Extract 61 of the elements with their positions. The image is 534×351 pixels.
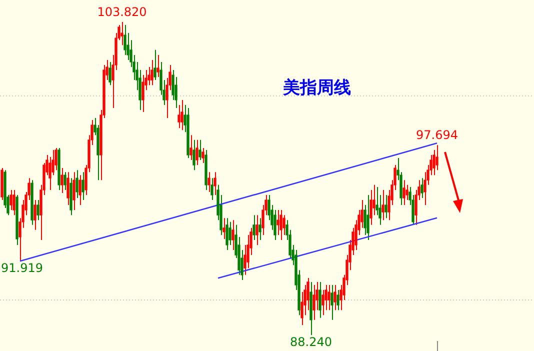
candlestick: [276, 210, 280, 236]
candlestick: [12, 189, 16, 216]
candlestick: [258, 218, 262, 240]
candlestick: [120, 22, 124, 46]
text: 美指周线: [283, 77, 351, 99]
candlestick: [330, 284, 334, 320]
candlestick: [64, 172, 66, 190]
candlestick: [370, 189, 372, 226]
candlestick: [366, 194, 370, 240]
annotation: 97.694: [416, 128, 458, 142]
candlestick: [372, 184, 376, 216]
candlestick: [318, 281, 322, 318]
candlestick: [232, 220, 234, 251]
candlestick: [334, 284, 336, 311]
annotation: 103.820: [97, 5, 147, 20]
candlestick: [384, 194, 388, 219]
candlestick: [192, 139, 196, 171]
candlestick: [402, 180, 406, 206]
candlestick: [190, 134, 192, 161]
candlestick: [210, 178, 214, 200]
candlestick: [306, 277, 310, 311]
candlestick: [208, 172, 210, 192]
candlestick: [148, 66, 150, 86]
candlestick: [36, 199, 40, 221]
candlestick: [78, 174, 82, 206]
candlestick: [178, 104, 180, 129]
candlestick: [54, 147, 58, 171]
candlestick: [382, 189, 384, 221]
candlestick: [436, 144, 438, 171]
candlestick: [420, 178, 424, 198]
candlestick: [432, 149, 436, 176]
candlestick: [252, 214, 256, 240]
candlestick: [280, 210, 282, 240]
candlestick: [82, 172, 84, 200]
annotation: 91.919: [0, 261, 43, 276]
candlestick: [10, 189, 12, 211]
candlestick: [72, 172, 76, 211]
candlestick: [226, 218, 228, 251]
candlestick: [66, 172, 70, 206]
candlestick: [256, 214, 258, 246]
candlestick: [150, 59, 154, 86]
candlestick: [312, 284, 316, 320]
candlestick: [328, 284, 330, 311]
candlestick: [222, 218, 226, 240]
candlestick: [108, 61, 112, 86]
candlestick: [282, 214, 286, 236]
candlestick: [198, 139, 202, 161]
candlestick: [336, 290, 340, 311]
candlestick: [60, 168, 64, 194]
candlestick: [202, 147, 204, 164]
candlestick: [196, 139, 198, 166]
candlestick: [180, 99, 184, 131]
candlestick: [324, 284, 328, 311]
annotation: 88.240: [290, 335, 332, 350]
candlestick: [34, 199, 36, 230]
candlestick: [214, 172, 216, 196]
candlestick: [154, 49, 156, 81]
candlestick: [156, 54, 160, 78]
candlestick: [406, 184, 408, 200]
candlestick: [228, 221, 232, 246]
candlestick: [76, 170, 78, 198]
